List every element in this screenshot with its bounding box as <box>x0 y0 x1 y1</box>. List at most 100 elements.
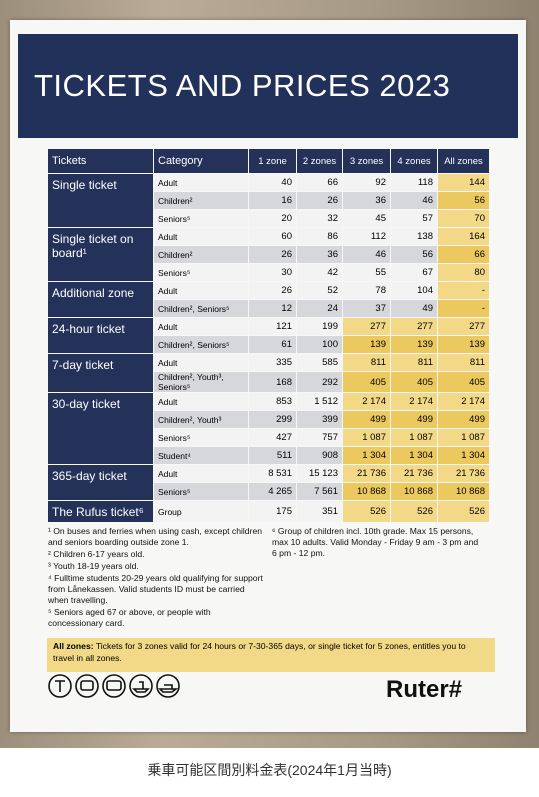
category: Adult <box>153 464 249 483</box>
price: 40 <box>248 173 297 192</box>
price: 104 <box>390 281 438 300</box>
price: 139 <box>437 335 490 354</box>
category: Adult <box>153 317 249 336</box>
column-header: 1 zone <box>248 148 297 174</box>
table-row: Children², Youth³ 299 399 499 499 499 <box>48 410 490 429</box>
ticket-type: The Rufus ticket⁶ <box>47 500 154 523</box>
banner <box>18 34 518 138</box>
price: 24 <box>296 299 343 318</box>
footnotes-right: ⁶ Group of children incl. 10th grade. Ma… <box>272 526 482 560</box>
price: 12 <box>248 299 297 318</box>
price: 100 <box>296 335 343 354</box>
price: 277 <box>390 317 438 336</box>
price: 30 <box>248 263 297 282</box>
category: Student⁴ <box>153 446 249 465</box>
price: 67 <box>390 263 438 282</box>
price: 16 <box>248 191 297 210</box>
price: 52 <box>296 281 343 300</box>
category: Seniors⁵ <box>153 209 249 228</box>
price: 56 <box>390 245 438 264</box>
price: 299 <box>248 410 297 429</box>
price: 405 <box>342 371 391 393</box>
category: Adult <box>153 392 249 411</box>
price: 138 <box>390 227 438 246</box>
category: Adult <box>153 173 249 192</box>
table-row: Single ticket on board¹ Adult 60 86 112 138 16… <box>47 227 490 282</box>
price: 61 <box>248 335 297 354</box>
category: Children², Seniors⁵ <box>153 299 249 318</box>
price: 112 <box>342 227 391 246</box>
ticket-type: Single ticket <box>47 173 154 228</box>
header-row: Tickets Category 1 zone 2 zones 3 zones 4 zon… <box>47 148 490 174</box>
price: 757 <box>296 428 343 447</box>
price: 45 <box>342 209 391 228</box>
price: 15 123 <box>296 464 343 483</box>
price: 46 <box>390 191 438 210</box>
ticket-type: 365-day ticket <box>47 464 154 501</box>
price: 57 <box>390 209 438 228</box>
price: 26 <box>296 191 343 210</box>
transport-icons <box>48 674 180 698</box>
note-label: All zones: <box>53 641 94 651</box>
table-row: Seniors⁵ 30 42 55 67 80 <box>48 263 490 282</box>
price: 21 736 <box>342 464 391 483</box>
price: 1 087 <box>437 428 490 447</box>
column-header: 2 zones <box>296 148 343 174</box>
price: 1 512 <box>296 392 343 411</box>
price: - <box>437 299 490 318</box>
price: 1 304 <box>437 446 490 465</box>
price: 335 <box>248 353 297 372</box>
price: 4 265 <box>248 482 297 501</box>
brand: Ruter# <box>386 676 463 703</box>
price: 2 174 <box>342 392 391 411</box>
table-row: 365-day ticket Adult 8 531 15 123 21 736 21 7… <box>47 464 490 501</box>
ticket-type: Single ticket on board¹ <box>47 227 154 282</box>
price: 351 <box>296 500 343 523</box>
price: 55 <box>342 263 391 282</box>
table-row: Children², Youth³, Seniors⁵ 168 292 405 405 4… <box>48 371 490 393</box>
price: 908 <box>296 446 343 465</box>
category: Seniors⁵ <box>153 482 249 501</box>
column-header: 3 zones <box>342 148 391 174</box>
title: TICKETS AND PRICES 2023 <box>34 68 451 103</box>
price: 175 <box>248 500 297 523</box>
price: 80 <box>437 263 490 282</box>
all-zones-note: All zones: Tickets for 3 zones valid for… <box>47 638 495 672</box>
price: 139 <box>342 335 391 354</box>
ticket-type: Additional zone <box>47 281 154 318</box>
price: 144 <box>437 173 490 192</box>
price: 118 <box>390 173 438 192</box>
price: 37 <box>342 299 391 318</box>
price: 585 <box>296 353 343 372</box>
price: 164 <box>437 227 490 246</box>
price: 60 <box>248 227 297 246</box>
column-header: All zones <box>437 148 490 174</box>
price: 1 087 <box>390 428 438 447</box>
price: 499 <box>342 410 391 429</box>
price: 811 <box>342 353 391 372</box>
category: Adult <box>153 353 249 372</box>
price: 21 736 <box>390 464 438 483</box>
category: Seniors⁵ <box>153 263 249 282</box>
price: 36 <box>296 245 343 264</box>
price: 86 <box>296 227 343 246</box>
price: 526 <box>342 500 391 523</box>
price: 32 <box>296 209 343 228</box>
price: 405 <box>437 371 490 393</box>
caption: 乗車可能区間別料金表(2024年1月当時) <box>147 762 392 778</box>
price: 168 <box>248 371 297 393</box>
table-row: 24-hour ticket Adult 121 199 277 277 277 <box>47 317 490 354</box>
price: 49 <box>390 299 438 318</box>
category: Adult <box>153 227 249 246</box>
table-row: Additional zone Adult 26 52 78 104- <box>47 281 490 318</box>
footnote: ² Children 6-17 years old. <box>48 549 145 559</box>
price: 46 <box>342 245 391 264</box>
price: 526 <box>437 500 490 523</box>
price: 277 <box>342 317 391 336</box>
price: 499 <box>390 410 438 429</box>
ticket-type: 30-day ticket <box>47 392 154 465</box>
price: - <box>437 281 490 300</box>
ticket-type: 7-day ticket <box>47 353 154 393</box>
table-row: Seniors⁵ 4 265 7 561 10 868 10 868 10 868 <box>48 482 490 501</box>
price: 26 <box>248 281 297 300</box>
